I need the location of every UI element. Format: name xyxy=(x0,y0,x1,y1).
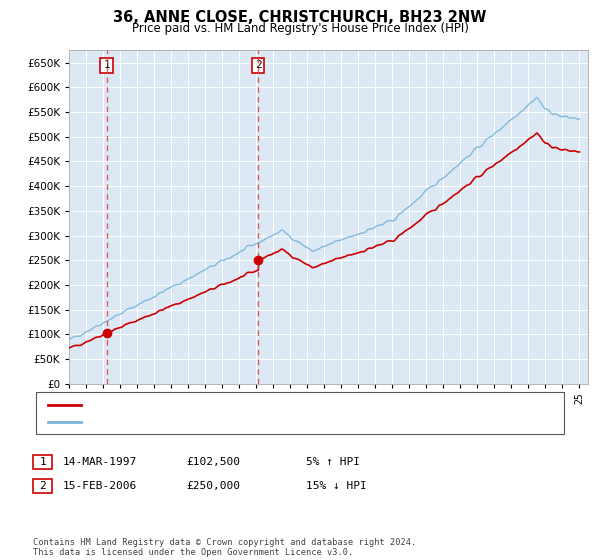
Text: £102,500: £102,500 xyxy=(186,457,240,467)
Bar xyxy=(571,50,588,384)
Text: £250,000: £250,000 xyxy=(186,481,240,491)
Text: 36, ANNE CLOSE, CHRISTCHURCH, BH23 2NW: 36, ANNE CLOSE, CHRISTCHURCH, BH23 2NW xyxy=(113,10,487,25)
Text: 15% ↓ HPI: 15% ↓ HPI xyxy=(306,481,367,491)
Text: 2: 2 xyxy=(39,481,46,491)
Text: 5% ↑ HPI: 5% ↑ HPI xyxy=(306,457,360,467)
Text: Contains HM Land Registry data © Crown copyright and database right 2024.
This d: Contains HM Land Registry data © Crown c… xyxy=(33,538,416,557)
Text: 15-FEB-2006: 15-FEB-2006 xyxy=(63,481,137,491)
Text: 2: 2 xyxy=(255,60,262,71)
Text: 14-MAR-1997: 14-MAR-1997 xyxy=(63,457,137,467)
Text: Price paid vs. HM Land Registry's House Price Index (HPI): Price paid vs. HM Land Registry's House … xyxy=(131,22,469,35)
Text: 36, ANNE CLOSE, CHRISTCHURCH, BH23 2NW (detached house): 36, ANNE CLOSE, CHRISTCHURCH, BH23 2NW (… xyxy=(87,400,431,409)
Text: 1: 1 xyxy=(39,457,46,467)
Text: 1: 1 xyxy=(103,60,110,71)
Text: HPI: Average price, detached house, Bournemouth Christchurch and Poole: HPI: Average price, detached house, Bour… xyxy=(87,417,524,427)
